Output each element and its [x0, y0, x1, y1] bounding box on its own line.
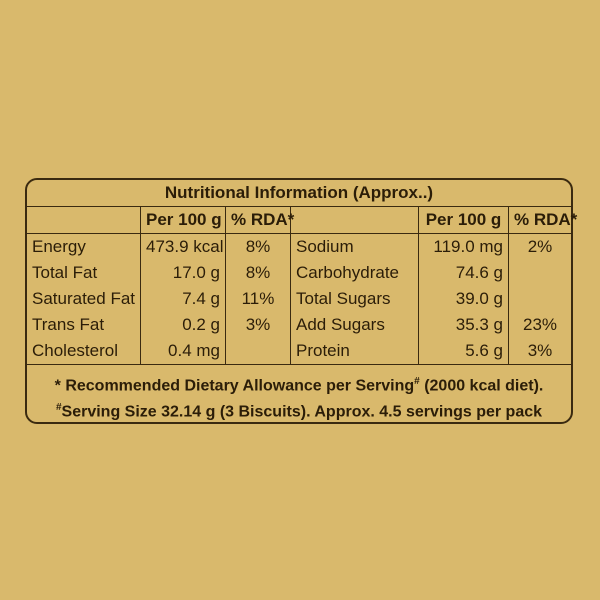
nutrient-value: [509, 286, 571, 312]
header-cell: Per 100 g: [419, 207, 509, 234]
nutrient-value: 11%: [226, 286, 291, 312]
nutrient-value: 39.0 g: [419, 286, 509, 312]
nutrient-value: 0.4 mg: [141, 338, 226, 364]
nutrient-value: 7.4 g: [141, 286, 226, 312]
nutrient-value: 35.3 g: [419, 312, 509, 338]
nutrient-value: 2%: [527, 237, 553, 256]
footnote-text: Serving Size 32.14 g (3 Biscuits). Appro…: [61, 403, 543, 421]
nutrient-value: 119.0 mg: [419, 234, 509, 260]
header-cell: [27, 207, 141, 234]
nutrient-name: Total Fat: [27, 260, 141, 286]
header-cell: % RDA*: [509, 207, 577, 234]
header-cell: % RDA*: [226, 207, 294, 234]
nutrient-value: 8%: [226, 234, 291, 260]
nutrient-name: Sodium: [291, 234, 419, 260]
nutrient-name: Carbohydrate: [291, 260, 419, 286]
nutrient-value: 74.6 g: [419, 260, 509, 286]
nutrition-grid: Per 100 g% RDA* Per 100 g% RDA* Energy 473.…: [27, 207, 577, 364]
footnote-mark: #: [414, 376, 420, 387]
label-title: Nutritional Information (Approx..): [27, 180, 571, 207]
nutrient-name: Saturated Fat: [27, 286, 141, 312]
footnote: * Recommended Dietary Allowance per Serv…: [27, 371, 571, 397]
nutrient-value: 23%: [522, 315, 558, 334]
footnote-text: * Recommended Dietary Allowance per Serv…: [54, 377, 415, 395]
nutrient-name: Protein: [291, 338, 419, 364]
nutrient-name: Energy: [27, 234, 141, 260]
nutrient-value: [226, 338, 291, 364]
nutrient-value: 3%: [226, 312, 291, 338]
nutrient-name: Total Sugars: [291, 286, 419, 312]
nutrient-value: 17.0 g: [141, 260, 226, 286]
nutrient-value: 0.2 g: [141, 312, 226, 338]
footnote-mark: #: [55, 402, 62, 414]
header-cell: [291, 207, 419, 234]
nutrient-name: Add Sugars: [291, 312, 419, 338]
footnotes: * Recommended Dietary Allowance per Serv…: [27, 364, 571, 424]
nutrient-value: 5.6 g: [419, 338, 509, 364]
footnote-text: (2000 kcal diet).: [424, 377, 544, 395]
nutrient-value: [509, 260, 571, 286]
nutrition-label: Nutritional Information (Approx..) Per 1…: [25, 178, 577, 424]
nutrient-value: 8%: [226, 260, 291, 286]
nutrient-value: 3%: [527, 341, 553, 360]
footnote: #Serving Size 32.14 g (3 Biscuits). Appr…: [27, 397, 571, 423]
header-cell: Per 100 g: [141, 207, 226, 234]
nutrient-name: Cholesterol: [27, 338, 141, 364]
nutrient-name: Trans Fat: [27, 312, 141, 338]
nutrient-value: 473.9 kcal: [141, 234, 226, 260]
